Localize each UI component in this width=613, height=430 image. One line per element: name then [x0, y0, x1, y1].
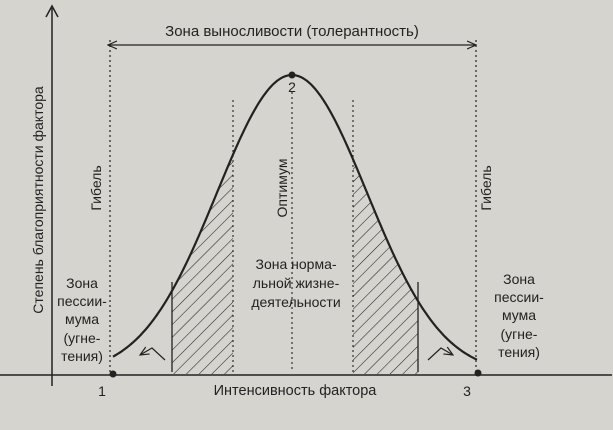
pessimum-left-label: Зона пессии- мума (угне- тения): [57, 275, 107, 364]
pessimum-right-line-5: тения): [498, 344, 540, 360]
pessimum-left-pointer: [140, 348, 166, 361]
point-2-marker: [288, 71, 296, 79]
death-right-label: Гибель: [478, 165, 494, 210]
pessimum-left-line-2: пессии-: [57, 293, 107, 309]
hatch-right-zone: [353, 75, 418, 374]
normal-zone-line-2: льной жизне-: [253, 275, 340, 291]
pessimum-left-line-3: мума: [65, 311, 99, 327]
pessimum-right-pointer: [427, 348, 453, 361]
normal-zone-line-1: Зона норма-: [255, 256, 336, 272]
hatch-left-zone: [172, 75, 233, 374]
pessimum-right-line-2: пессии-: [494, 289, 544, 305]
normal-zone-label: Зона норма- льной жизне- деятельности: [251, 256, 340, 310]
pessimum-left-line-5: тения): [61, 348, 103, 364]
pessimum-right-line-1: Зона: [503, 271, 535, 287]
x-axis-label: Интенсивность фактора: [214, 383, 378, 399]
y-axis-label: Степень благоприятности фактора: [30, 86, 46, 314]
tolerance-zone-label: Зона выносливости (толерантность): [165, 23, 419, 40]
point-1-label: 1: [98, 383, 106, 399]
point-1-marker: [109, 370, 117, 378]
y-axis-arrow: [45, 4, 59, 18]
point-2-label: 2: [288, 79, 296, 95]
pessimum-left-line-1: Зона: [66, 275, 98, 291]
point-3-label: 3: [463, 383, 471, 399]
tolerance-curve: [112, 73, 478, 361]
optimum-label: Оптимум: [274, 159, 290, 218]
pessimum-left-line-4: (угне-: [64, 330, 101, 346]
pessimum-right-line-4: (угне-: [501, 326, 538, 342]
normal-zone-line-3: деятельности: [251, 294, 340, 310]
point-3-marker: [474, 369, 482, 377]
death-left-label: Гибель: [88, 165, 104, 210]
pessimum-right-line-3: мума: [502, 307, 536, 323]
pessimum-right-label: Зона пессии- мума (угне- тения): [494, 271, 544, 360]
